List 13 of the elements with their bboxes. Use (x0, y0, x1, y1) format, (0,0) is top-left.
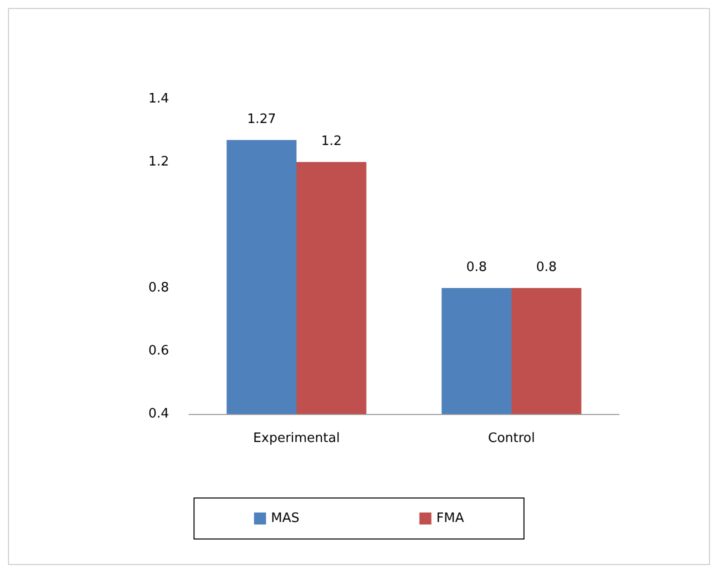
y-tick-label: 0.8 (148, 280, 169, 296)
legend-label: MAS (271, 511, 300, 526)
y-tick-label: 1.2 (148, 154, 169, 170)
data-label: 0.8 (466, 260, 487, 275)
data-label: 0.8 (536, 260, 557, 275)
y-tick-label: 0.4 (148, 406, 169, 422)
y-tick-label: 0.6 (148, 344, 169, 358)
data-label: 1.27 (247, 112, 276, 127)
data-label: 1.2 (321, 134, 342, 149)
x-tick-label: Experimental (253, 431, 340, 446)
y-tick-label: 1.4 (148, 92, 169, 106)
legend-label: FMA (436, 511, 464, 526)
x-tick-label: Control (488, 431, 535, 446)
